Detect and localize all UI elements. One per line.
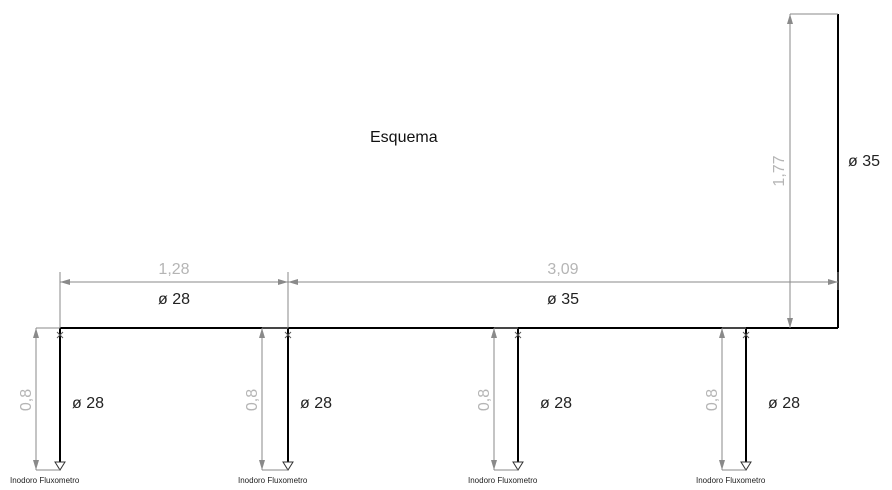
branch-4-diameter-label: ø 28 [768, 395, 800, 412]
branch-3: 0,8 ø 28 Inodoro Fluxometro [468, 327, 572, 485]
branch-1-diameter-label: ø 28 [72, 395, 104, 412]
riser-length-label: 1,77 [771, 155, 788, 186]
branch-2: 0,8 ø 28 Inodoro Fluxometro [238, 327, 332, 485]
segment-2-length-label: 3,09 [547, 261, 578, 278]
segment-2-diameter-label: ø 35 [547, 291, 579, 308]
schematic-title: Esquema [370, 129, 438, 146]
segment-1-dimension: 1,28 [59, 261, 288, 328]
branch-3-diameter-label: ø 28 [540, 395, 572, 412]
riser-diameter-label: ø 35 [848, 153, 880, 170]
branch-4-fixture-label: Inodoro Fluxometro [696, 476, 766, 485]
branch-3-fixture-label: Inodoro Fluxometro [468, 476, 538, 485]
branch-2-fixture-label: Inodoro Fluxometro [238, 476, 308, 485]
branch-2-length-label: 0,8 [244, 389, 261, 411]
branch-1-fixture-label: Inodoro Fluxometro [10, 476, 80, 485]
branch-2-diameter-label: ø 28 [300, 395, 332, 412]
branch-3-length-label: 0,8 [476, 389, 493, 411]
branch-4-length-label: 0,8 [704, 389, 721, 411]
branch-1: 0,8 ø 28 Inodoro Fluxometro [10, 327, 104, 485]
branch-4: 0,8 ø 28 Inodoro Fluxometro [696, 327, 800, 485]
segment-1-diameter-label: ø 28 [158, 291, 190, 308]
riser-dimension: 1,77 [771, 13, 838, 328]
segment-1-length-label: 1,28 [158, 261, 189, 278]
segment-2-dimension: 3,09 [287, 261, 839, 328]
branch-1-length-label: 0,8 [18, 389, 35, 411]
